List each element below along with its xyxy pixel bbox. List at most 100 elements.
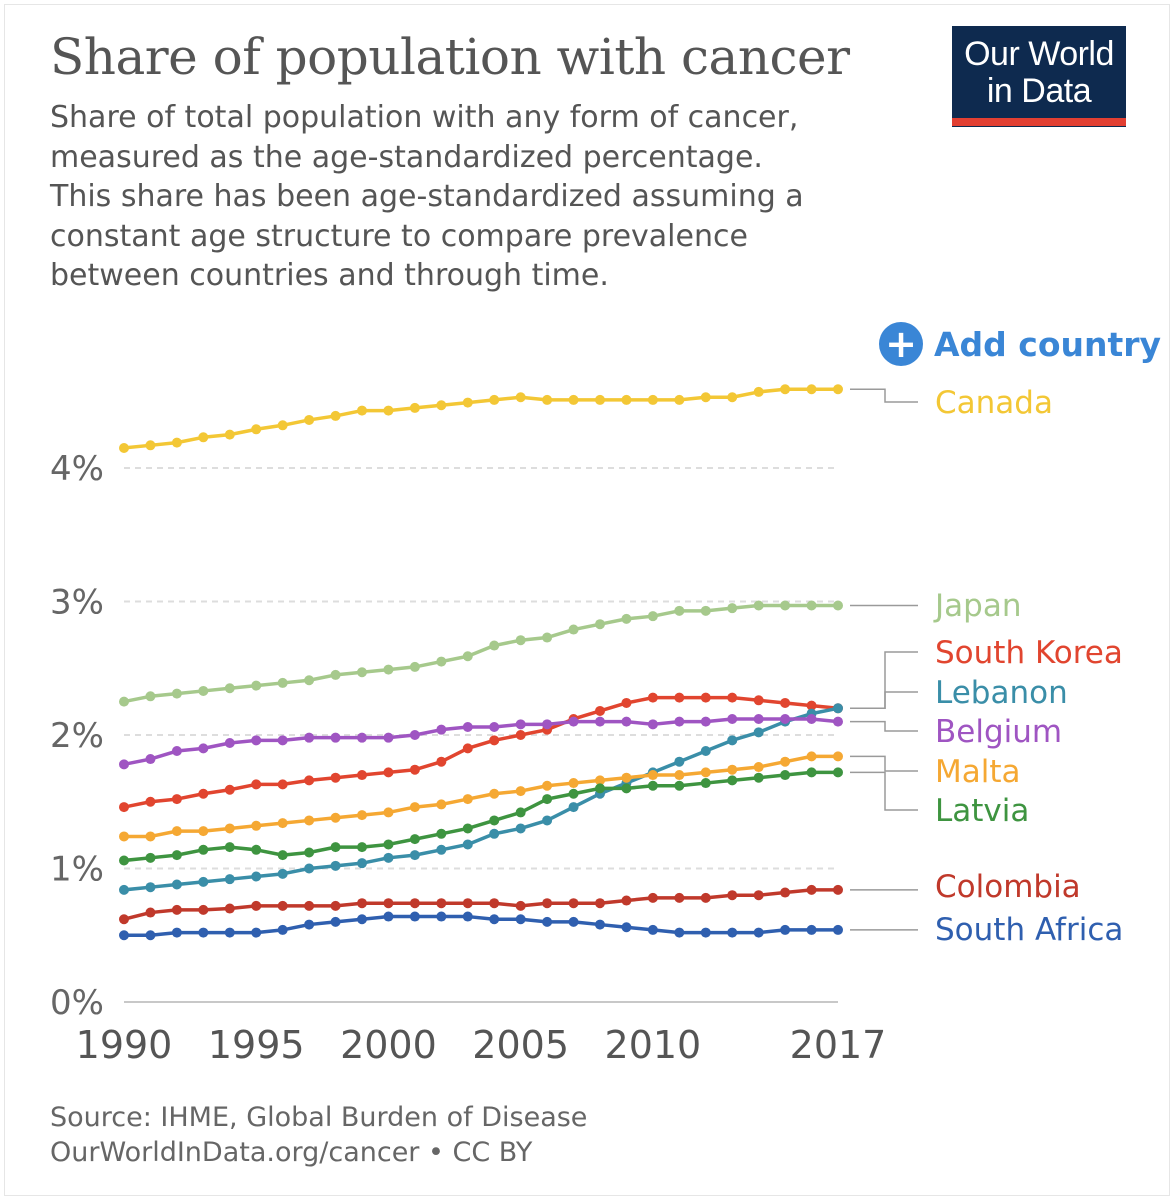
data-point-belgium [489,721,500,732]
data-point-south-korea [357,770,367,781]
label-connectors [850,388,918,931]
connector-south-korea [850,651,918,710]
series-line-japan [123,603,838,704]
data-point-japan [806,600,817,611]
data-point-malta [489,788,500,799]
series-label-south-korea: South Korea [935,635,1123,671]
connector-belgium [850,720,918,732]
data-point-malta [304,815,315,826]
data-point-malta [357,810,367,821]
data-point-colombia [727,890,738,901]
connector-lebanon [850,691,918,710]
data-point-south-korea [674,692,685,703]
data-point-latvia [224,842,235,853]
data-point-colombia [119,914,129,925]
data-point-colombia [833,884,843,895]
data-point-malta [833,751,843,762]
data-point-malta [780,756,791,767]
connector-canada [850,388,918,403]
data-point-malta [436,799,447,810]
data-point-south-africa [489,914,500,925]
data-point-south-africa [171,927,182,938]
data-point-canada [621,394,632,405]
data-point-belgium [145,754,156,765]
chart-subtitle: Share of total population with any form … [50,98,850,296]
data-point-latvia [647,780,658,791]
data-point-belgium [383,732,394,743]
data-point-malta [277,818,288,829]
logo-line: Our World [964,35,1114,73]
data-point-canada [198,432,209,443]
data-point-japan [251,680,262,691]
data-point-south-korea [224,784,235,795]
data-point-belgium [304,732,315,743]
x-tick-label: 2000 [340,1023,437,1067]
data-point-south-africa [727,927,738,938]
data-point-japan [727,603,738,614]
data-point-south-africa [304,919,315,930]
data-point-colombia [383,898,394,909]
data-point-colombia [753,890,764,901]
data-point-lebanon [251,871,262,882]
data-point-japan [515,635,526,646]
data-point-canada [780,384,791,395]
data-point-malta [727,764,738,775]
data-point-canada [357,405,367,416]
connector-latvia [850,771,918,811]
data-point-latvia [674,780,685,791]
data-point-latvia [383,839,394,850]
data-point-south-korea [621,697,632,708]
subtitle-line: This share has been age-standardized ass… [50,179,804,214]
data-point-canada [806,384,817,395]
chart-title: Share of population with cancer [50,28,850,86]
data-point-colombia [304,900,315,911]
data-point-japan [647,611,658,622]
data-point-canada [171,437,182,448]
data-point-belgium [674,716,685,727]
data-point-belgium [542,719,553,730]
data-point-japan [674,605,685,616]
data-point-canada [568,394,579,405]
data-point-canada [700,392,711,403]
data-point-belgium [409,730,420,740]
our-world-in-data-logo[interactable]: Our World in Data [952,26,1126,127]
data-point-colombia [647,892,658,903]
data-point-south-africa [409,911,420,922]
subtitle-line: Share of total population with any form … [50,100,799,135]
data-point-belgium [171,746,182,757]
series-label-latvia: Latvia [935,793,1029,829]
x-tick-label: 1995 [208,1023,305,1067]
data-point-colombia [542,898,553,909]
data-point-colombia [806,884,817,895]
data-point-malta [383,807,394,818]
data-point-south-africa [542,916,553,927]
y-tick-label: 2% [50,716,104,756]
data-point-lebanon [727,735,738,746]
source-line: Source: IHME, Global Burden of Disease [50,1102,588,1133]
data-point-canada [409,402,420,413]
data-point-japan [357,667,367,678]
data-point-japan [621,613,632,624]
data-point-canada [436,400,447,411]
data-point-canada [542,394,553,405]
gridlines [124,467,838,1003]
data-point-colombia [462,898,473,909]
data-point-japan [145,691,156,702]
data-point-lebanon [462,839,473,850]
data-point-south-africa [647,924,658,935]
data-point-lebanon [833,703,843,714]
data-point-canada [251,424,262,435]
data-point-belgium [330,732,341,743]
data-point-malta [145,831,156,842]
data-point-lebanon [515,823,526,834]
y-tick-label: 1% [50,850,104,890]
data-point-latvia [277,850,288,861]
data-point-south-korea [780,697,791,708]
data-point-lebanon [145,882,156,893]
logo-accent-bar [952,118,1126,126]
data-point-lebanon [171,879,182,890]
data-point-japan [409,661,420,672]
series-line-south-africa [124,914,838,937]
series-line-belgium [123,717,839,767]
add-country-button[interactable]: + Add country [879,322,1161,366]
